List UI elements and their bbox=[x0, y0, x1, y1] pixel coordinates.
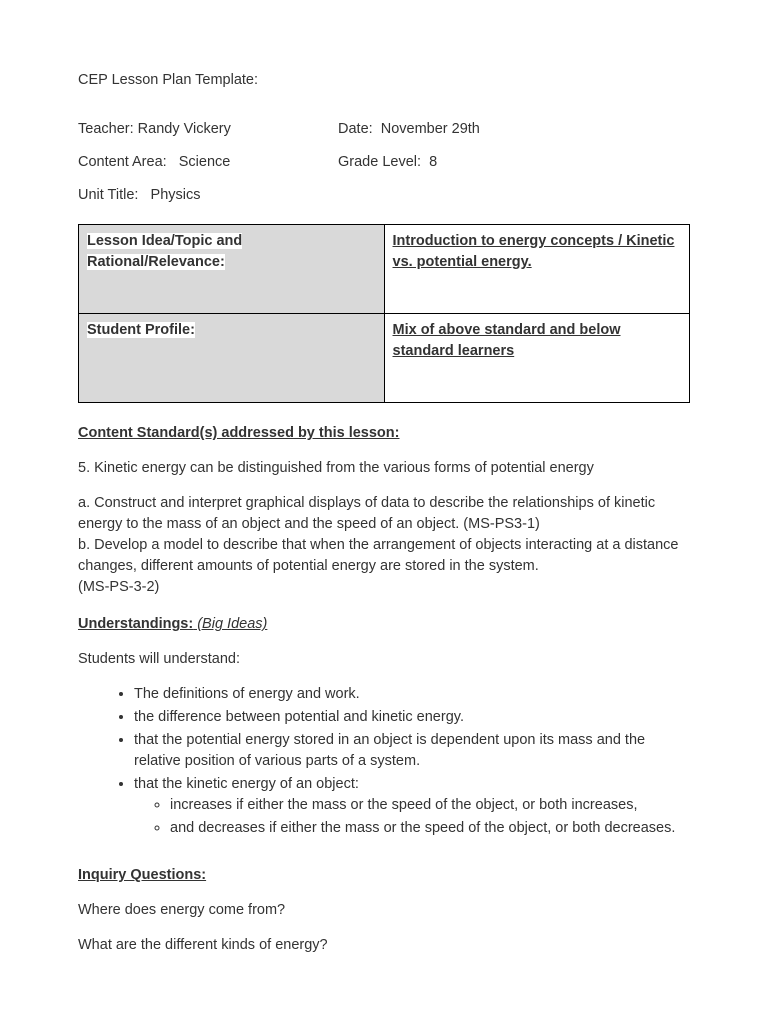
grade-field: Grade Level: 8 bbox=[338, 152, 437, 173]
list-item: The definitions of energy and work. bbox=[134, 684, 690, 705]
teacher-field: Teacher: Randy Vickery bbox=[78, 119, 338, 140]
content-area-value: Science bbox=[179, 154, 231, 170]
unit-label: Unit Title: bbox=[78, 187, 138, 203]
list-item: the difference between potential and kin… bbox=[134, 707, 690, 728]
grade-label: Grade Level: bbox=[338, 154, 421, 170]
date-field: Date: November 29th bbox=[338, 119, 480, 140]
understandings-intro: Students will understand: bbox=[78, 649, 690, 670]
teacher-label: Teacher: bbox=[78, 121, 134, 137]
content-area-label: Content Area: bbox=[78, 154, 167, 170]
unit-value: Physics bbox=[151, 187, 201, 203]
student-profile-value: Mix of above standard and below standard… bbox=[393, 322, 621, 359]
lesson-topic-label-cell: Lesson Idea/Topic and Rational/Relevance… bbox=[79, 225, 385, 314]
understandings-sublist: increases if either the mass or the spee… bbox=[134, 795, 690, 839]
date-label: Date: bbox=[338, 121, 373, 137]
list-item: and decreases if either the mass or the … bbox=[170, 818, 690, 839]
understandings-list: The definitions of energy and work. the … bbox=[78, 684, 690, 839]
list-item: that the kinetic energy of an object: in… bbox=[134, 774, 690, 839]
standards-item-b-code: (MS-PS-3-2) bbox=[78, 577, 690, 598]
understandings-heading: Understandings: (Big Ideas) bbox=[78, 614, 690, 635]
student-profile-label-cell: Student Profile: bbox=[79, 314, 385, 403]
list-item: that the potential energy stored in an o… bbox=[134, 730, 690, 772]
content-grade-row: Content Area: Science Grade Level: 8 bbox=[78, 152, 690, 173]
lesson-topic-value-cell: Introduction to energy concepts / Kineti… bbox=[384, 225, 690, 314]
understandings-subtitle: (Big Ideas) bbox=[193, 616, 267, 632]
student-profile-label: Student Profile: bbox=[87, 322, 195, 338]
understandings-label: Understandings: bbox=[78, 616, 193, 632]
inquiry-question-1: Where does energy come from? bbox=[78, 900, 690, 921]
inquiry-question-2: What are the different kinds of energy? bbox=[78, 935, 690, 956]
lesson-topic-value: Introduction to energy concepts / Kineti… bbox=[393, 233, 675, 270]
standards-item-b: b. Develop a model to describe that when… bbox=[78, 535, 690, 577]
grade-value: 8 bbox=[429, 154, 437, 170]
lesson-info-table: Lesson Idea/Topic and Rational/Relevance… bbox=[78, 224, 690, 403]
content-standards-heading: Content Standard(s) addressed by this le… bbox=[78, 423, 690, 444]
standards-main-text: 5. Kinetic energy can be distinguished f… bbox=[78, 458, 690, 479]
standards-item-a: a. Construct and interpret graphical dis… bbox=[78, 493, 690, 535]
teacher-date-row: Teacher: Randy Vickery Date: November 29… bbox=[78, 119, 690, 140]
content-area-field: Content Area: Science bbox=[78, 152, 338, 173]
inquiry-questions-heading: Inquiry Questions: bbox=[78, 865, 690, 886]
teacher-value: Randy Vickery bbox=[138, 121, 231, 137]
unit-field: Unit Title: Physics bbox=[78, 185, 690, 206]
student-profile-value-cell: Mix of above standard and below standard… bbox=[384, 314, 690, 403]
list-item-text: that the kinetic energy of an object: bbox=[134, 776, 359, 792]
list-item: increases if either the mass or the spee… bbox=[170, 795, 690, 816]
document-title: CEP Lesson Plan Template: bbox=[78, 70, 690, 91]
lesson-topic-label: Lesson Idea/Topic and Rational/Relevance… bbox=[87, 233, 242, 270]
date-value: November 29th bbox=[381, 121, 480, 137]
